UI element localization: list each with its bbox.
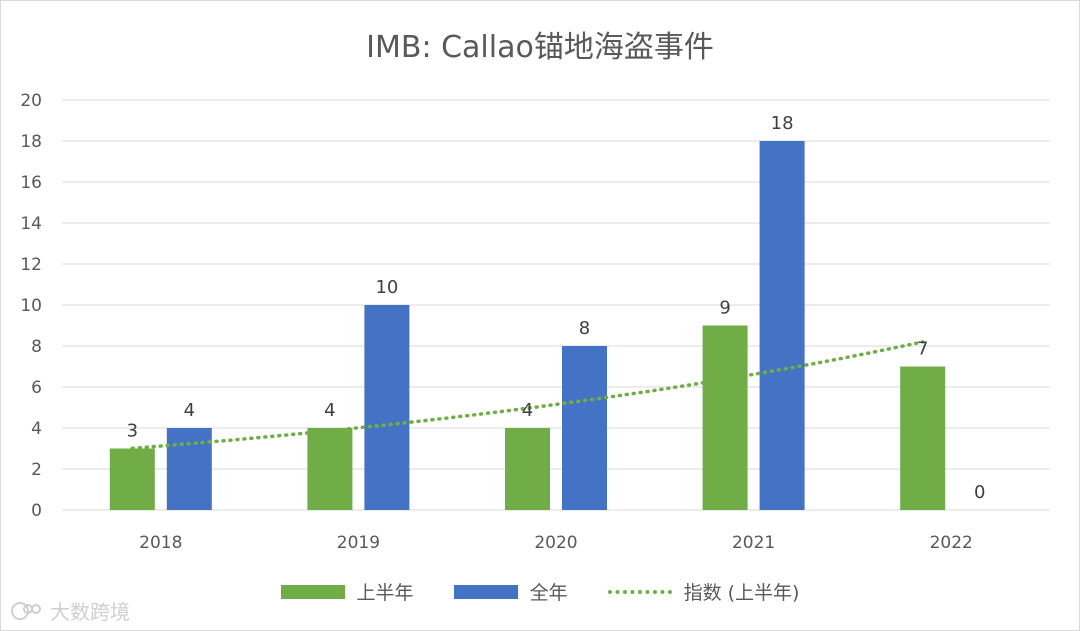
data-label: 3 — [127, 421, 138, 442]
x-tick-label: 2022 — [930, 533, 973, 553]
y-tick-label: 12 — [20, 255, 42, 275]
y-tick-label: 6 — [31, 378, 42, 398]
y-tick-label: 8 — [31, 337, 42, 357]
y-tick-label: 4 — [31, 419, 42, 439]
data-label: 8 — [579, 318, 590, 339]
legend-label: 指数 (上半年) — [683, 582, 800, 604]
y-tick-label: 16 — [20, 173, 42, 193]
data-labels: 3 4 4 10 4 8 9 18 7 0 — [127, 113, 986, 503]
x-tick-label: 2021 — [732, 533, 775, 553]
trendline-exponential — [130, 340, 925, 451]
logo-icon — [11, 601, 41, 620]
bar-green — [702, 325, 748, 510]
legend-swatch-dotted — [607, 589, 672, 594]
bar-blue — [759, 141, 805, 510]
y-tick-label: 20 — [20, 91, 42, 111]
data-label: 4 — [522, 400, 533, 421]
legend-item-series-2[interactable]: 全年 — [453, 578, 568, 605]
legend-item-series-1[interactable]: 上半年 — [280, 578, 414, 605]
watermark: 大数跨境 — [10, 596, 130, 625]
bar-blue — [562, 346, 607, 510]
y-tick-label: 2 — [31, 460, 42, 480]
data-label: 7 — [917, 339, 928, 360]
gridlines — [62, 99, 1050, 511]
y-tick-label: 10 — [20, 296, 42, 316]
chart-title: IMB: Callao锚地海盗事件 — [366, 30, 714, 65]
watermark-text: 大数跨境 — [50, 600, 130, 624]
x-axis-ticks: 2018 2019 2020 2021 2022 — [139, 533, 973, 553]
x-tick-label: 2020 — [534, 533, 577, 553]
bar-green — [900, 366, 946, 510]
y-tick-label: 14 — [20, 214, 42, 234]
x-tick-label: 2019 — [337, 533, 380, 553]
trendline — [130, 340, 925, 451]
bar-green — [307, 428, 353, 510]
bar-blue — [364, 305, 410, 510]
y-axis-ticks: 0 2 4 6 8 10 12 14 16 18 20 — [20, 91, 42, 521]
y-tick-label: 18 — [20, 132, 42, 152]
legend-swatch-green — [280, 584, 345, 599]
bar-green — [505, 428, 550, 510]
data-label: 9 — [719, 298, 730, 319]
legend-item-trendline[interactable]: 指数 (上半年) — [607, 578, 800, 605]
bar-blue — [166, 428, 212, 510]
bar-green — [109, 448, 155, 510]
legend-swatch-blue — [453, 584, 518, 599]
data-label: 0 — [974, 482, 985, 503]
data-label: 4 — [184, 400, 195, 421]
bars — [109, 141, 946, 510]
data-label: 10 — [375, 277, 398, 298]
legend-label: 上半年 — [356, 582, 414, 604]
legend: 上半年 全年 指数 (上半年) — [0, 578, 1080, 605]
data-label: 18 — [771, 113, 794, 134]
x-tick-label: 2018 — [139, 533, 182, 553]
legend-label: 全年 — [529, 582, 568, 604]
data-label: 4 — [324, 400, 335, 421]
y-tick-label: 0 — [31, 501, 42, 521]
